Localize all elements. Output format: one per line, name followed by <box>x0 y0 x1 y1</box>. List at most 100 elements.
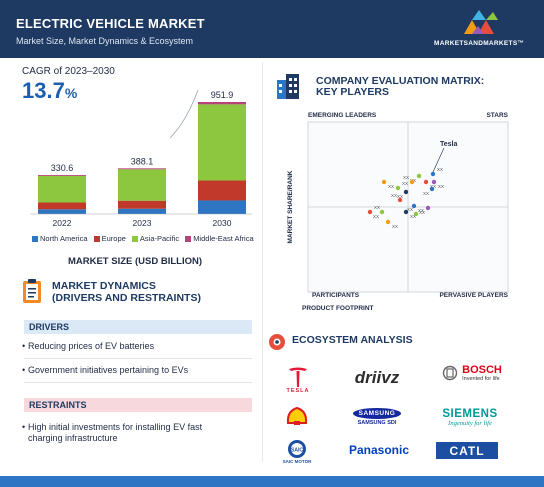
footer-bar <box>0 476 544 487</box>
company-point <box>403 209 409 215</box>
company-point-label: XX <box>410 214 416 219</box>
company-point <box>403 189 409 195</box>
chart-xlabel: MARKET SIZE (USD BILLION) <box>67 256 203 267</box>
growth-arrow <box>169 89 199 139</box>
cagr-unit: % <box>64 85 78 101</box>
ecosystem-title: ECOSYSTEM ANALYSIS <box>292 334 413 346</box>
company-point-label: XX <box>397 194 403 199</box>
clipboard-icon <box>23 279 41 303</box>
bar-segment-middle-east-africa-2023 <box>118 168 166 170</box>
chart-legend: North America Europe Asia-Pacific Middle… <box>28 234 258 243</box>
ecosystem-icon <box>269 334 285 350</box>
total-label-2030: 951.9 <box>211 90 234 100</box>
company-point <box>409 179 415 185</box>
legend-swatch-north-america <box>32 236 38 243</box>
x-tick-2030: 2030 <box>213 218 232 228</box>
company-point <box>431 179 437 185</box>
catl-logo: CATL <box>436 442 498 459</box>
driver-item: Reducing prices of EV batteries <box>22 341 250 352</box>
quadrant-emerging: EMERGING LEADERS <box>308 112 377 119</box>
legend-europe: Europe <box>101 234 126 243</box>
company-point <box>423 179 429 185</box>
company-point <box>395 185 401 191</box>
bosch-word: BOSCH <box>462 364 502 376</box>
company-point-label: XX <box>392 224 398 229</box>
siemens-word: SIEMENS <box>442 407 498 420</box>
market-size-chart: 330.6 2022 388.1 2023 951.9 2030 <box>30 89 252 228</box>
shell-pecten-icon <box>286 406 308 425</box>
company-point <box>413 211 419 217</box>
company-point <box>367 209 373 215</box>
bosch-tagline: Invented for life <box>462 376 500 382</box>
x-tick-2022: 2022 <box>53 218 72 228</box>
quadrant-pervasive: PERVASIVE PLAYERS <box>439 292 508 299</box>
company-point-label: XX <box>418 208 424 213</box>
bar-segment-asia-pacific-2022 <box>38 175 86 203</box>
siemens-tagline: Ingenuity for life <box>448 419 492 427</box>
saic-logo: SAIC SAIC MOTOR <box>280 436 314 466</box>
company-point-label: XX <box>419 210 425 215</box>
company-point <box>429 186 435 192</box>
brand-name: MARKETSANDMARKETS™ <box>434 40 525 47</box>
dynamics-title-line1: MARKET DYNAMICS <box>52 280 156 292</box>
company-point-label: XX <box>373 214 379 219</box>
company-point-label: XX <box>402 181 408 186</box>
driivz-logo: driivz <box>354 368 400 387</box>
tesla-leader <box>432 147 445 173</box>
bar-segment-middle-east-africa-2030 <box>198 102 246 105</box>
company-point-label: XX <box>374 205 380 210</box>
bar-segment-north-america-2023 <box>118 208 166 214</box>
matrix-points: XXXXXXXXXXXXXXXXXXXXXXXXXXXXXXXXXX <box>367 167 444 229</box>
tesla-label: Tesla <box>440 141 457 148</box>
divider <box>24 382 252 383</box>
quadrant-participants: PARTICIPANTS <box>312 292 360 299</box>
company-point-label: XX <box>403 175 409 180</box>
company-point-label: XX <box>438 184 444 189</box>
matrix-title: COMPANY EVALUATION MATRIX: KEY PLAYERS <box>316 76 484 98</box>
bar-segment-asia-pacific-2023 <box>118 169 166 201</box>
legend-asia-pacific: Asia-Pacific <box>139 234 180 243</box>
drivers-heading: DRIVERS <box>24 320 252 334</box>
total-label-2022: 330.6 <box>51 163 74 173</box>
saic-badge-icon: SAIC <box>288 439 306 458</box>
cagr-value: 13.7% <box>22 78 77 104</box>
x-tick-2023: 2023 <box>133 218 152 228</box>
company-point <box>381 179 387 185</box>
divider <box>24 358 252 359</box>
evaluation-matrix: EMERGING LEADERS STARS PARTICIPANTS PERV… <box>287 112 509 312</box>
company-point <box>379 209 385 215</box>
company-point <box>411 203 417 209</box>
total-label-2023: 388.1 <box>131 156 154 166</box>
dynamics-title-line2: (DRIVERS AND RESTRAINTS) <box>52 292 201 304</box>
matrix-y-axis: MARKET SHARE/RANK <box>287 170 294 243</box>
page-title: ELECTRIC VEHICLE MARKET <box>16 16 205 31</box>
page-subtitle: Market Size, Market Dynamics & Ecosystem <box>16 36 194 46</box>
panasonic-logo: Panasonic <box>348 443 410 457</box>
restraint-line1: High initial investments for installing … <box>28 422 203 432</box>
samsung-sdi-logo: SAMSUNG SAMSUNG SDI <box>346 404 408 430</box>
company-point <box>416 173 422 179</box>
company-point-label: XX <box>388 184 394 189</box>
column-divider <box>262 62 263 462</box>
company-point-label: XX <box>423 191 429 196</box>
saic-word: SAIC MOTOR <box>282 458 312 464</box>
bar-segment-asia-pacific-2030 <box>198 104 246 181</box>
restraint-line2: charging infrastructure <box>28 433 118 443</box>
bar-segment-north-america-2030 <box>198 200 246 214</box>
matrix-x-axis: PRODUCT FOOTPRINT <box>302 305 374 312</box>
legend-swatch-europe <box>93 236 100 243</box>
bosch-logo: BOSCH Invented for life <box>432 364 512 394</box>
bar-segment-europe-2022 <box>38 202 86 210</box>
company-point <box>397 197 403 203</box>
bar-segment-middle-east-africa-2022 <box>38 175 86 176</box>
restraint-item: High initial investments for installing … <box>22 422 250 444</box>
driver-item: Government initiatives pertaining to EVs <box>22 365 250 376</box>
bar-segment-europe-2030 <box>198 180 246 201</box>
matrix-title-line1: COMPANY EVALUATION MATRIX: <box>316 75 485 87</box>
svg-text:SAIC: SAIC <box>291 447 303 453</box>
cagr-number: 13.7 <box>22 78 65 103</box>
quadrant-stars: STARS <box>486 112 508 119</box>
brand-mark-icon <box>464 10 498 34</box>
cagr-label: CAGR of 2023–2030 <box>22 66 115 77</box>
legend-swatch-mea <box>185 236 192 243</box>
